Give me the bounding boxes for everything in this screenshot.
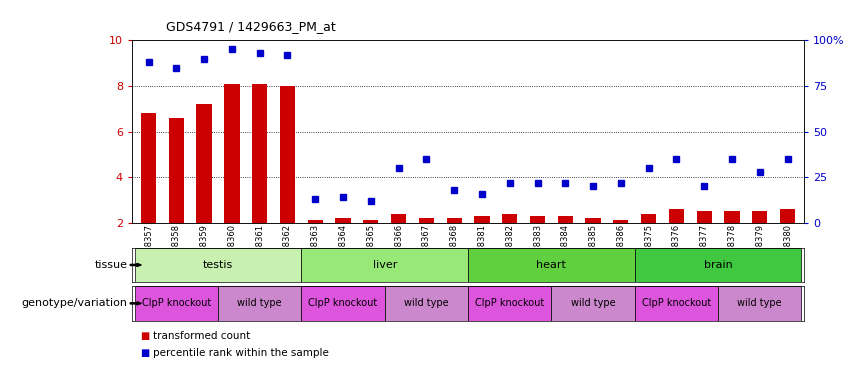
Text: liver: liver [373,260,397,270]
Bar [385,286,468,321]
Bar [301,248,468,282]
Bar [447,218,462,223]
Bar [391,214,406,223]
Bar [280,86,295,223]
Bar [141,113,157,223]
Text: testis: testis [203,260,233,270]
Bar [307,220,323,223]
Bar [502,214,517,223]
Text: wild type: wild type [738,298,782,308]
Bar [468,286,551,321]
Bar [363,220,379,223]
Text: wild type: wild type [237,298,282,308]
Text: genotype/variation: genotype/variation [21,298,128,308]
Text: ClpP knockout: ClpP knockout [308,298,378,308]
Text: ClpP knockout: ClpP knockout [142,298,211,308]
Bar [225,84,239,223]
Bar [752,211,768,223]
Bar [669,209,684,223]
Bar [635,248,802,282]
Bar [780,209,795,223]
Text: heart: heart [536,260,566,270]
Bar [252,84,267,223]
Bar [218,286,301,321]
Bar [635,286,718,321]
Bar [197,104,212,223]
Bar [718,286,802,321]
Text: wild type: wild type [571,298,615,308]
Text: ■: ■ [140,348,150,358]
Text: GDS4791 / 1429663_PM_at: GDS4791 / 1429663_PM_at [166,20,335,33]
Bar [585,218,601,223]
Bar [301,286,385,321]
Bar [697,211,711,223]
Text: ClpP knockout: ClpP knockout [475,298,545,308]
Bar [134,248,301,282]
Bar [468,248,635,282]
Bar [168,118,184,223]
Text: wild type: wild type [404,298,448,308]
Bar [335,218,351,223]
Text: tissue: tissue [94,260,128,270]
Bar [557,216,573,223]
Text: ■: ■ [140,331,150,341]
Bar [614,220,629,223]
Bar [419,218,434,223]
Bar [530,216,545,223]
Bar [641,214,656,223]
Text: percentile rank within the sample: percentile rank within the sample [153,348,329,358]
Bar [724,211,740,223]
Bar [474,216,489,223]
Text: brain: brain [704,260,733,270]
Text: transformed count: transformed count [153,331,250,341]
Bar [551,286,635,321]
Text: ClpP knockout: ClpP knockout [642,298,711,308]
Bar [134,286,218,321]
